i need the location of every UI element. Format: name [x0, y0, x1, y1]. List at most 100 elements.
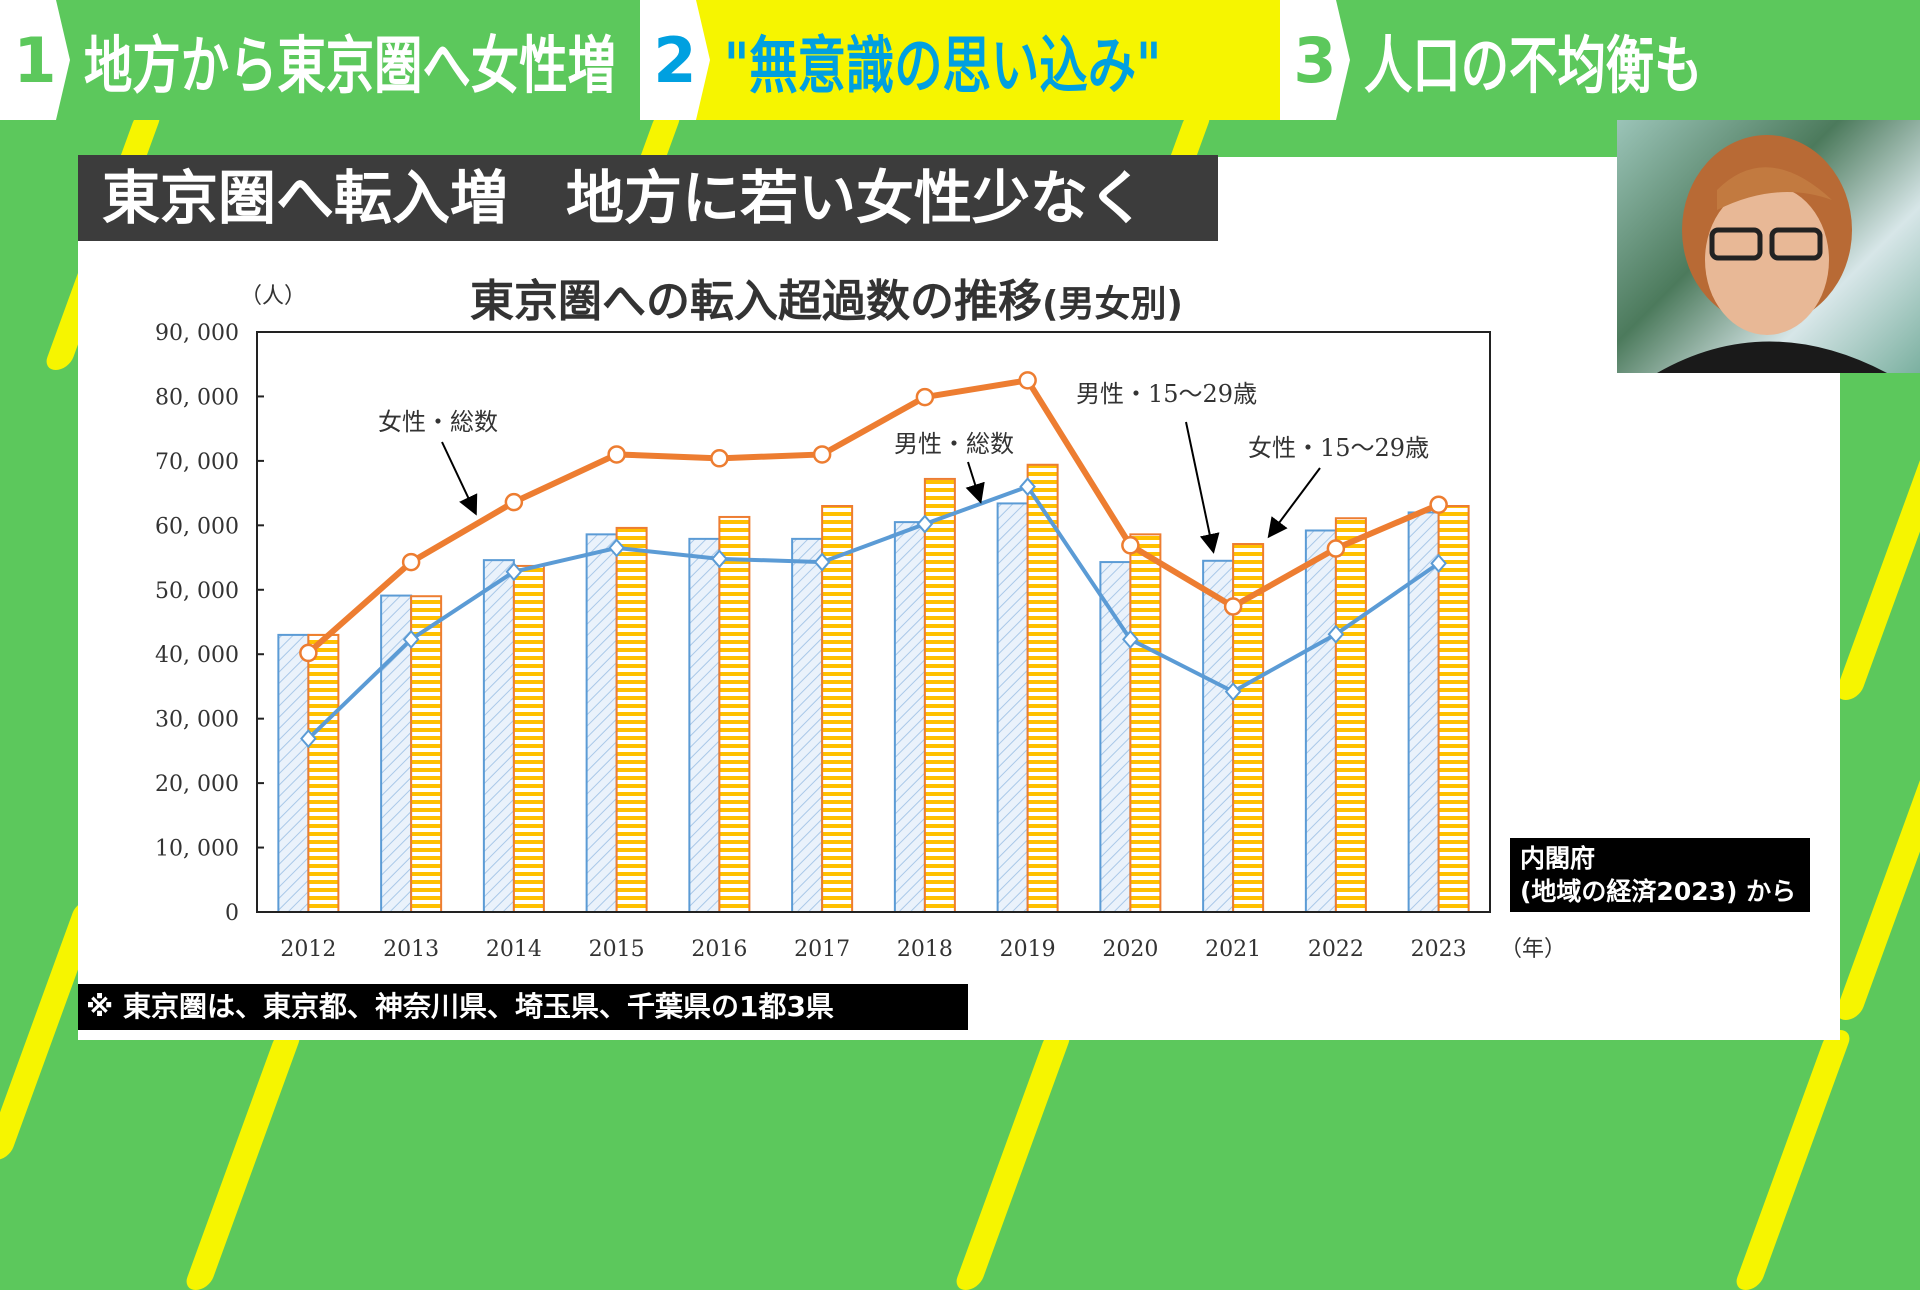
x-tick-label: 2014 [486, 937, 542, 962]
x-tick-label: 2021 [1205, 937, 1261, 962]
topic-3-number: 3 [1280, 0, 1350, 120]
annotation-arrow-male-total [965, 461, 985, 504]
bar-male-15-29 [791, 537, 824, 913]
source-line-1: 内閣府 [1520, 844, 1596, 873]
bar-female-15-29 [923, 477, 956, 913]
point-male-total [1224, 682, 1242, 702]
point-female-total [1018, 371, 1037, 390]
point-male-total [1019, 477, 1036, 497]
bar-male-15-29 [585, 533, 618, 913]
x-tick-label: 2017 [794, 937, 850, 962]
annotation-female-total: 女性・総数 [378, 408, 498, 436]
presenter-video [1617, 120, 1920, 373]
point-male-total [505, 562, 523, 582]
chart-title: 東京圏への転入超過数の推移(男女別) [470, 265, 1183, 329]
presenter-image [1657, 135, 1887, 373]
x-tick-label: 2012 [280, 937, 336, 962]
bar-female-15-29 [1026, 463, 1059, 913]
bar-female-15-29 [821, 505, 854, 913]
topic-2-label: "無意識の思い込み" [724, 29, 1162, 102]
point-female-total [1326, 539, 1346, 558]
headline: 東京圏へ転入増 地方に若い女性少なく [78, 155, 1218, 241]
bar-female-15-29 [718, 515, 751, 913]
annotations: 女性・総数 男性・総数 男性・15～29歳 女性・15～29歳 [378, 380, 1429, 554]
point-female-total [812, 445, 832, 464]
y-tick-label: 20, 000 [155, 772, 239, 797]
bar-male-15-29 [688, 537, 721, 913]
bar-female-15-29 [512, 564, 545, 914]
bar-male-15-29 [277, 633, 310, 914]
topic-bar: 1 地方から東京圏へ女性増 2 "無意識の思い込み" 3 人口の不均衡も [0, 0, 1920, 120]
annotation-arrow-male-15-29 [1185, 421, 1220, 554]
y-tick-label: 60, 000 [155, 514, 239, 539]
x-tick-label: 2023 [1411, 937, 1467, 962]
bar-male-15-29 [380, 594, 413, 913]
x-tick-label: 2016 [691, 937, 747, 962]
x-tick-label: 2020 [1102, 937, 1158, 962]
point-male-total [1122, 629, 1139, 649]
bar-female-15-29 [410, 595, 443, 913]
point-female-total [299, 643, 318, 663]
bar-male-15-29 [996, 502, 1029, 913]
y-tick-label: 90, 000 [155, 321, 239, 346]
annotation-male-15-29: 男性・15～29歳 [1076, 380, 1257, 408]
point-male-total [1430, 553, 1447, 573]
point-female-total [504, 492, 524, 512]
y-tick-label: 80, 000 [155, 385, 239, 410]
point-female-total [1223, 597, 1243, 616]
x-tick-label: 2022 [1308, 937, 1364, 962]
y-tick-label: 30, 000 [155, 708, 239, 733]
point-male-total [711, 549, 728, 569]
x-tick-label: 2015 [589, 937, 645, 962]
chart-subtitle: (男女別) [1042, 284, 1183, 325]
point-female-total [1121, 536, 1140, 555]
point-male-total [813, 552, 831, 572]
bar-female-15-29 [307, 633, 340, 914]
x-tick-label: 2019 [1000, 937, 1056, 962]
bar-male-15-29 [1099, 561, 1132, 913]
point-female-total [1429, 495, 1448, 514]
point-female-total [710, 449, 729, 468]
y-tick-label: 40, 000 [155, 643, 239, 668]
bar-female-15-29 [1437, 505, 1470, 913]
x-tick-label: 2013 [383, 937, 439, 962]
chart: 0 10, 000 20, 000 30, 000 40, 000 50, 000 60, … [155, 321, 1566, 962]
point-female-total [401, 552, 421, 572]
bar-male-15-29 [482, 559, 515, 914]
topic-1-label: 地方から東京圏へ女性増 [84, 29, 616, 102]
bar-female-15-29 [1334, 517, 1367, 913]
bar-female-15-29 [615, 526, 648, 914]
point-female-total [915, 387, 935, 407]
point-male-total [1327, 624, 1345, 644]
source-box: 内閣府 (地域の経済2023) から [1510, 838, 1810, 912]
y-tick-label: 50, 000 [155, 579, 239, 604]
y-tick-label: 10, 000 [155, 837, 239, 862]
source-line-2: (地域の経済2023) から [1520, 877, 1797, 906]
y-tick-label: 0 [225, 901, 239, 926]
x-tick-label: 2018 [897, 937, 953, 962]
topic-3: 3 人口の不均衡も [1280, 0, 1920, 120]
annotation-arrow-female-total [441, 441, 478, 516]
topic-2-number: 2 [640, 0, 710, 120]
point-female-total [607, 445, 626, 464]
footnote: ※ 東京圏は、東京都、神奈川県、埼玉県、千葉県の1都3県 [78, 984, 968, 1030]
point-male-total [402, 629, 420, 649]
topic-2: 2 "無意識の思い込み" [640, 0, 1280, 120]
plot-frame [256, 331, 1491, 913]
point-male-total [916, 514, 934, 534]
topic-1-number: 1 [0, 0, 70, 120]
y-tick-label: 70, 000 [155, 450, 239, 475]
bar-male-15-29 [893, 521, 926, 913]
annotation-female-15-29: 女性・15～29歳 [1248, 434, 1429, 462]
line-female-total [306, 377, 1440, 656]
annotation-male-total: 男性・総数 [894, 430, 1014, 458]
y-axis-unit: （人） [240, 284, 307, 309]
chart-title-text: 東京圏への転入超過数の推移 [470, 276, 1042, 327]
bar-male-15-29 [1304, 529, 1337, 913]
annotation-arrow-female-15-29 [1267, 467, 1321, 539]
point-male-total [300, 729, 317, 749]
line-male-total [306, 484, 1440, 741]
topic-3-label: 人口の不均衡も [1364, 29, 1703, 102]
x-axis-unit: （年） [1500, 937, 1566, 962]
topic-1: 1 地方から東京圏へ女性増 [0, 0, 640, 120]
